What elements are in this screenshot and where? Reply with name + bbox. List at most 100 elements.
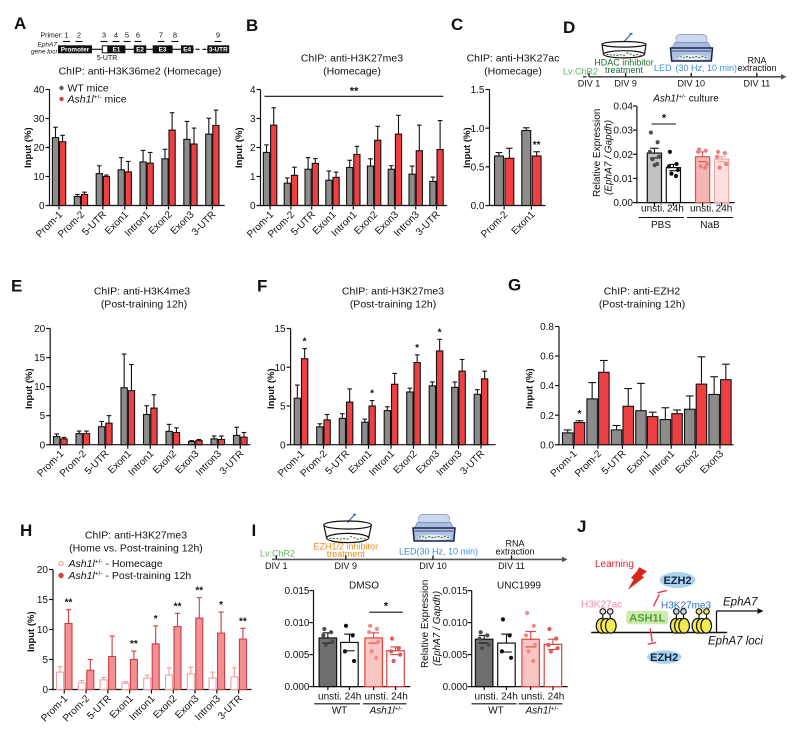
svg-text:9: 9 [216, 31, 220, 40]
svg-text:Relative Expression: Relative Expression [592, 109, 603, 197]
svg-text:DIV 1: DIV 1 [578, 78, 601, 88]
svg-text:0.0: 0.0 [471, 201, 485, 212]
svg-text:G: G [508, 276, 521, 295]
svg-text:Lv:ChR2: Lv:ChR2 [260, 549, 295, 559]
svg-text:unsti.: unsti. [318, 692, 342, 703]
svg-text:24h: 24h [667, 204, 684, 215]
svg-text:DIV 11: DIV 11 [743, 78, 770, 88]
svg-text:0.2: 0.2 [540, 411, 554, 422]
svg-text:0.8: 0.8 [540, 322, 554, 333]
svg-text:DIV 10: DIV 10 [677, 78, 705, 88]
svg-text:3: 3 [250, 114, 256, 125]
svg-text:Input (%): Input (%) [23, 127, 34, 168]
svg-text:1: 1 [250, 172, 256, 183]
svg-text:Ash1l+/-: Ash1l+/- [369, 705, 403, 716]
svg-text:Ash1l+/- - Homecage: Ash1l+/- - Homecage [68, 558, 163, 570]
svg-text:*: * [578, 409, 582, 420]
svg-text:EZH2: EZH2 [650, 652, 678, 664]
svg-text:0: 0 [250, 201, 256, 212]
svg-text:Ash1l+/- - Post-training 12h: Ash1l+/- - Post-training 12h [68, 570, 192, 582]
svg-text:*: * [415, 343, 419, 354]
svg-text:ChIP: anti-H3K27me3: ChIP: anti-H3K27me3 [85, 530, 187, 542]
svg-text:2: 2 [77, 31, 81, 40]
svg-text:15: 15 [34, 353, 46, 364]
svg-text:NaB: NaB [700, 220, 720, 231]
svg-text:0.015: 0.015 [443, 586, 468, 597]
svg-text:24h: 24h [345, 692, 362, 703]
svg-text:LED: LED [654, 63, 672, 73]
svg-text:5: 5 [125, 31, 129, 40]
svg-text:Input (%): Input (%) [462, 127, 473, 168]
svg-text:unsti.: unsti. [475, 692, 499, 703]
svg-text:F: F [257, 277, 267, 296]
svg-text:RNA: RNA [747, 56, 766, 66]
svg-text:**: ** [174, 601, 182, 612]
svg-text:0.015: 0.015 [284, 586, 309, 597]
svg-text:5: 5 [42, 655, 48, 666]
svg-text:EphA7: EphA7 [37, 42, 57, 49]
svg-text:EphA7 loci: EphA7 loci [708, 636, 763, 648]
svg-text:EphA7: EphA7 [723, 597, 758, 609]
svg-text:10: 10 [274, 363, 286, 374]
svg-text:24h: 24h [501, 692, 518, 703]
svg-text:extraction: extraction [495, 547, 534, 557]
svg-text:unsti.: unsti. [521, 692, 545, 703]
svg-text:H3K27ac: H3K27ac [581, 600, 622, 611]
svg-text:0.0: 0.0 [540, 440, 554, 451]
svg-text:ChIP: anti-H3K27me3: ChIP: anti-H3K27me3 [301, 53, 403, 65]
svg-text:*: * [219, 600, 223, 611]
svg-text:WT: WT [332, 706, 348, 717]
svg-text:I: I [252, 521, 257, 540]
svg-text:Input (%): Input (%) [234, 127, 245, 168]
svg-text:(EphA7 / Gapdh): (EphA7 / Gapdh) [604, 120, 615, 195]
svg-text:0.005: 0.005 [284, 650, 309, 661]
svg-text:DIV 10: DIV 10 [419, 561, 447, 571]
svg-text:**: ** [239, 616, 247, 627]
svg-text:15: 15 [274, 324, 286, 335]
svg-text:40: 40 [33, 85, 45, 96]
svg-text:0.04: 0.04 [613, 102, 633, 113]
svg-text:Input (%): Input (%) [266, 368, 277, 409]
svg-text:EZH1/2 inhibitor: EZH1/2 inhibitor [314, 542, 379, 552]
svg-text:24h: 24h [548, 692, 565, 703]
svg-text:Input (%): Input (%) [24, 368, 35, 409]
svg-text:treatment: treatment [327, 549, 366, 559]
svg-text:E4: E4 [183, 47, 191, 54]
svg-text:ChIP: anti-H3K36me2 (Homecage): ChIP: anti-H3K36me2 (Homecage) [59, 65, 222, 77]
svg-text:DIV 9: DIV 9 [614, 78, 637, 88]
svg-text:0.5: 0.5 [471, 162, 485, 173]
svg-text:0.005: 0.005 [443, 650, 468, 661]
svg-text:(Homecage): (Homecage) [323, 66, 381, 78]
svg-text:Learning: Learning [595, 559, 634, 570]
svg-text:ChIP: anti-H3K4me3: ChIP: anti-H3K4me3 [94, 286, 190, 298]
svg-text:0: 0 [39, 201, 45, 212]
svg-text:unsti.: unsti. [690, 204, 714, 215]
svg-text:E1: E1 [112, 47, 120, 54]
svg-text:0.00: 0.00 [613, 198, 633, 209]
svg-text:ChIP: anti-EZH2: ChIP: anti-EZH2 [604, 286, 681, 298]
svg-text:ChIP: anti-H3K27me3: ChIP: anti-H3K27me3 [342, 286, 444, 298]
svg-text:0.02: 0.02 [613, 150, 633, 161]
svg-text:0: 0 [40, 440, 46, 451]
svg-text:Relative Expression: Relative Expression [420, 580, 431, 668]
svg-text:Ash1l+/- culture: Ash1l+/- culture [652, 93, 719, 104]
svg-text:(Home vs. Post-training 12h): (Home vs. Post-training 12h) [69, 543, 203, 555]
svg-text:24h: 24h [391, 692, 408, 703]
svg-text:*: * [303, 337, 307, 348]
svg-text:*: * [370, 389, 374, 400]
svg-text:EZH2: EZH2 [663, 575, 691, 587]
svg-text:DIV 1: DIV 1 [265, 561, 288, 571]
svg-text:UNC1999: UNC1999 [497, 581, 541, 592]
svg-text:3-UTR: 3-UTR [209, 47, 228, 54]
svg-text:0: 0 [42, 685, 48, 696]
svg-text:C: C [451, 15, 463, 34]
svg-text:0.000: 0.000 [443, 682, 468, 693]
svg-text:**: ** [350, 86, 359, 98]
svg-text:*: * [154, 614, 158, 625]
svg-text:RNA: RNA [505, 539, 524, 549]
svg-text:0.01: 0.01 [613, 174, 633, 185]
svg-text:A: A [14, 14, 26, 33]
svg-text:15: 15 [37, 595, 49, 606]
svg-text:(Post-training 12h): (Post-training 12h) [101, 299, 187, 311]
svg-text:8: 8 [173, 31, 177, 40]
